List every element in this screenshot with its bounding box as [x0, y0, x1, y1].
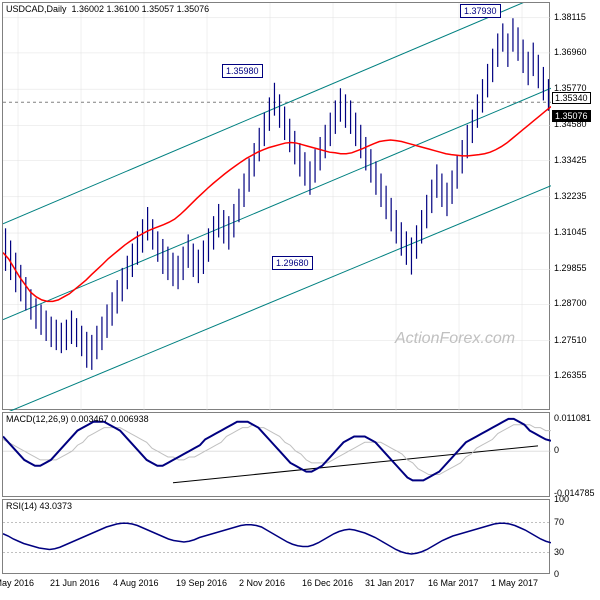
macd-label: MACD(12,26,9) 0.003467 0.006938 [6, 414, 149, 424]
x-tick-label: 21 Jun 2016 [50, 578, 100, 588]
price-annotation: 1.35980 [222, 64, 263, 78]
x-tick-label: 31 Jan 2017 [365, 578, 415, 588]
y-tick-label: 1.32235 [554, 191, 587, 201]
y-tick-label: 1.33425 [554, 155, 587, 165]
rsi-y-tick: 0 [554, 569, 559, 579]
price-annotation: 1.29680 [272, 256, 313, 270]
main-price-chart [2, 2, 550, 410]
x-tick-label: 4 Aug 2016 [113, 578, 159, 588]
price-annotation: 1.37930 [460, 4, 501, 18]
last-price-label: 1.35076 [552, 110, 591, 122]
y-tick-label: 1.28700 [554, 298, 587, 308]
y-tick-label: 1.27510 [554, 335, 587, 345]
rsi-y-tick: 100 [554, 494, 569, 504]
dashed-price-label: 1.35340 [552, 92, 591, 104]
macd-y-tick: 0.011081 [554, 413, 591, 423]
x-tick-label: 2 Nov 2016 [239, 578, 285, 588]
rsi-label: RSI(14) 43.0373 [6, 501, 72, 511]
macd-y-tick: 0 [554, 445, 559, 455]
rsi-y-tick: 70 [554, 517, 564, 527]
x-tick-label: 16 Dec 2016 [302, 578, 353, 588]
y-tick-label: 1.29855 [554, 263, 587, 273]
watermark: ActionForex.com [395, 330, 515, 348]
rsi-panel [2, 499, 550, 574]
y-tick-label: 1.26355 [554, 370, 587, 380]
x-tick-label: 6 May 2016 [0, 578, 34, 588]
chart-title: USDCAD,Daily 1.36002 1.36100 1.35057 1.3… [6, 4, 209, 14]
x-tick-label: 16 Mar 2017 [428, 578, 479, 588]
rsi-y-tick: 30 [554, 547, 564, 557]
y-tick-label: 1.38115 [554, 12, 586, 22]
y-tick-label: 1.31045 [554, 227, 587, 237]
y-tick-label: 1.36960 [554, 47, 587, 57]
x-tick-label: 1 May 2017 [491, 578, 538, 588]
macd-panel [2, 412, 550, 497]
x-tick-label: 19 Sep 2016 [176, 578, 227, 588]
